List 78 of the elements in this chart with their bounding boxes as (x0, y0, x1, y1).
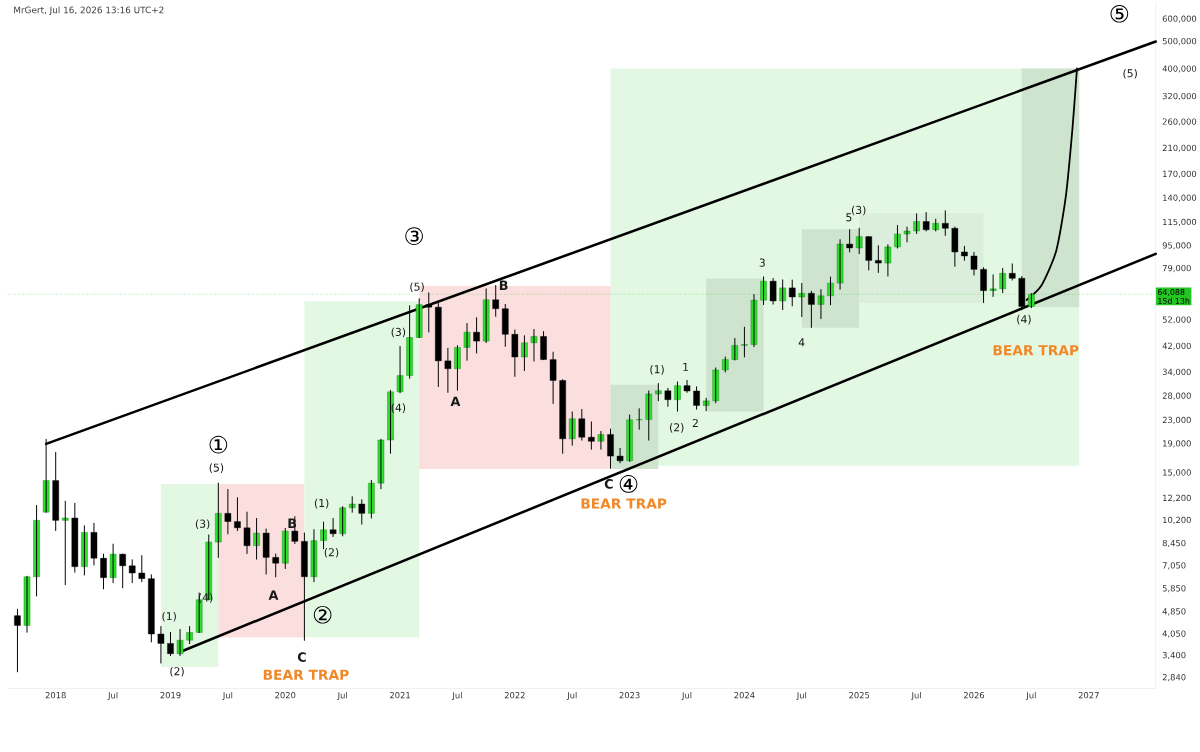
annotation: (4) (1017, 314, 1031, 325)
annotation: (1) (162, 611, 176, 622)
y-tick-label: 19,000 (1163, 440, 1191, 448)
annotation: ③ (405, 227, 423, 245)
annotation: C (604, 478, 613, 489)
annotation: 1 (683, 362, 689, 371)
x-tick-label: 2026 (963, 691, 985, 699)
y-tick-label: 260,000 (1162, 118, 1197, 126)
chart-title: MrGert, Jul 16, 2026 13:16 UTC+2 (14, 6, 164, 15)
y-tick-label: 7,050 (1162, 562, 1186, 570)
annotation: ④ (619, 474, 638, 493)
annotation: ② (313, 605, 332, 624)
annotation: (1) (650, 364, 664, 375)
y-tick-label: 34,000 (1162, 368, 1191, 376)
y-tick-label: 115,000 (1163, 218, 1197, 226)
x-tick-label: Jul (451, 691, 462, 700)
y-tick-label: 12,200 (1163, 494, 1191, 502)
y-tick-label: 95,000 (1162, 242, 1191, 250)
x-tick-label: Jul (681, 691, 692, 700)
y-tick-label: 79,000 (1162, 264, 1191, 272)
y-tick-label: 600,000 (1162, 15, 1197, 23)
annotation: (3) (195, 519, 210, 529)
x-tick-label: Jul (911, 691, 921, 700)
annotation: (5) (410, 282, 424, 292)
y-tick-label: 170,000 (1163, 170, 1197, 178)
x-tick-label: Jul (1025, 691, 1036, 700)
annotation: (2) (170, 666, 184, 677)
y-tick-label: 210,000 (1162, 144, 1197, 152)
x-tick-label: 2023 (619, 691, 640, 699)
x-tick-label: 2022 (504, 691, 525, 699)
y-tick-label: 15,000 (1163, 469, 1191, 477)
annotation: B (499, 280, 508, 290)
annotation: BEAR TRAP (581, 498, 667, 509)
annotation: ⑤ (1110, 4, 1129, 23)
y-tick-label: 4,850 (1162, 608, 1186, 616)
y-tick-label: 8,450 (1162, 539, 1186, 547)
y-tick-label: 5,850 (1162, 584, 1186, 593)
x-tick-label: Jul (222, 691, 233, 700)
annotation: (2) (324, 547, 339, 558)
annotation: ① (209, 435, 228, 454)
x-tick-label: Jul (337, 691, 347, 700)
y-tick-label: 10,200 (1163, 516, 1191, 524)
annotation: (5) (209, 463, 224, 473)
x-tick-label: 2020 (275, 691, 296, 699)
annotation: (3) (851, 205, 866, 216)
y-tick-label: 42,000 (1162, 342, 1191, 350)
y-tick-label: 2,840 (1162, 673, 1186, 682)
x-tick-label: Jul (566, 691, 577, 700)
y-tick-label: 500,000 (1162, 37, 1197, 45)
y-tick-label: 23,000 (1162, 416, 1191, 424)
annotation: (3) (391, 327, 406, 338)
x-tick-label: 2021 (390, 691, 410, 699)
x-tick-label: 2019 (160, 691, 181, 699)
annotation: 5 (846, 213, 852, 222)
x-tick-label: Jul (107, 691, 118, 700)
y-tick-label: 28,000 (1162, 392, 1191, 400)
y-tick-label: 400,000 (1162, 65, 1197, 73)
annotation: (5) (1123, 68, 1137, 79)
x-tick-label: 2018 (45, 691, 66, 699)
x-tick-label: 2024 (734, 691, 755, 699)
annotation: 4 (798, 338, 805, 347)
annotation: BEAR TRAP (263, 669, 349, 680)
y-tick-label: 320,000 (1162, 92, 1197, 100)
y-tick-label: 52,000 (1162, 316, 1191, 324)
annotation: C (297, 651, 306, 662)
annotation: (2) (669, 422, 684, 433)
annotation: (1) (314, 498, 329, 509)
y-tick-label: 140,000 (1163, 194, 1197, 202)
y-tick-label: 3,400 (1162, 651, 1186, 659)
x-tick-label: 2027 (1078, 691, 1099, 699)
annotation: A (450, 396, 461, 406)
x-tick-label: 2025 (849, 691, 870, 699)
annotation: 3 (759, 258, 765, 267)
annotation: 2 (692, 418, 698, 427)
y-tick-label: 4,050 (1162, 630, 1186, 638)
x-tick-label: Jul (796, 691, 807, 700)
annotation: A (268, 590, 279, 600)
annotation: BEAR TRAP (993, 344, 1079, 355)
